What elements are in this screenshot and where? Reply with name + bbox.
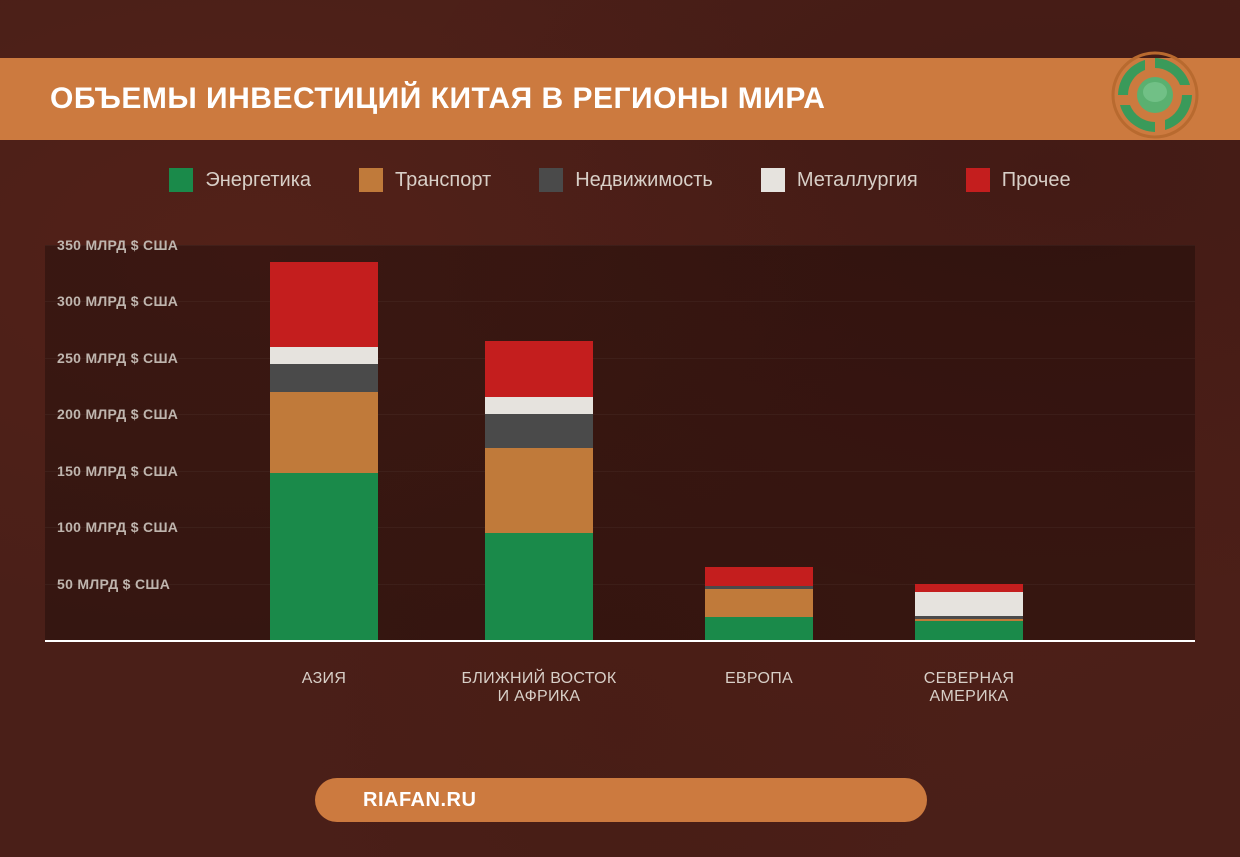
y-axis-label: 250 МЛРД $ США [57,350,178,366]
footer-bar: RIAFAN.RU [315,778,927,822]
bar-segment [485,341,593,397]
legend-item: Металлургия [761,168,918,192]
chart-gridline [45,245,1195,246]
y-axis-label: 300 МЛРД $ США [57,293,178,309]
legend-swatch [359,168,383,192]
bar [270,262,378,640]
legend-swatch [966,168,990,192]
legend-item: Недвижимость [539,168,713,192]
chart-gridline [45,301,1195,302]
bar-segment [270,347,378,364]
x-axis-label: БЛИЖНИЙ ВОСТОКИ АФРИКА [439,670,639,706]
bar-segment [915,584,1023,592]
legend-item: Прочее [966,168,1071,192]
bar-segment [485,448,593,533]
legend-label: Недвижимость [575,169,713,192]
bar-segment [705,589,813,617]
bar-segment [485,397,593,414]
bar-segment [270,364,378,392]
bar-segment [485,533,593,640]
bar-segment [915,621,1023,640]
chart-plot-area: 50 МЛРД $ США 100 МЛРД $ США 150 МЛРД $ СШ… [45,245,1195,640]
y-axis-label: 100 МЛРД $ США [57,519,178,535]
legend: Энергетика Транспорт Недвижимость Металлург… [0,168,1240,192]
chart-gridline [45,414,1195,415]
bar-segment [270,473,378,640]
legend-swatch [169,168,193,192]
bar [705,567,813,640]
legend-label: Транспорт [395,169,491,192]
x-axis-label: АЗИЯ [224,670,424,688]
logo-icon [1110,50,1200,140]
legend-label: Энергетика [205,169,311,192]
bar [485,341,593,640]
legend-label: Металлургия [797,169,918,192]
chart-baseline [45,640,1195,642]
bar-segment [915,592,1023,617]
bar-segment [485,414,593,448]
x-axis-label: СЕВЕРНАЯАМЕРИКА [869,670,1069,706]
chart-gridline [45,358,1195,359]
header-bar: ОБЪЕМЫ ИНВЕСТИЦИЙ КИТАЯ В РЕГИОНЫ МИРА [0,58,1240,140]
y-axis-label: 350 МЛРД $ США [57,237,178,253]
bar-segment [270,392,378,473]
legend-label: Прочее [1002,169,1071,192]
legend-swatch [761,168,785,192]
y-axis-label: 50 МЛРД $ США [57,576,170,592]
legend-item: Энергетика [169,168,311,192]
chart-gridline [45,527,1195,528]
source-label: RIAFAN.RU [363,789,476,812]
legend-swatch [539,168,563,192]
chart-gridline [45,471,1195,472]
bar-segment [270,262,378,347]
bar-segment [705,617,813,640]
x-axis-label: ЕВРОПА [659,670,859,688]
y-axis-label: 200 МЛРД $ США [57,406,178,422]
page-title: ОБЪЕМЫ ИНВЕСТИЦИЙ КИТАЯ В РЕГИОНЫ МИРА [50,82,825,116]
y-axis-label: 150 МЛРД $ США [57,463,178,479]
legend-item: Транспорт [359,168,491,192]
bar-segment [705,567,813,586]
bar [915,584,1023,640]
